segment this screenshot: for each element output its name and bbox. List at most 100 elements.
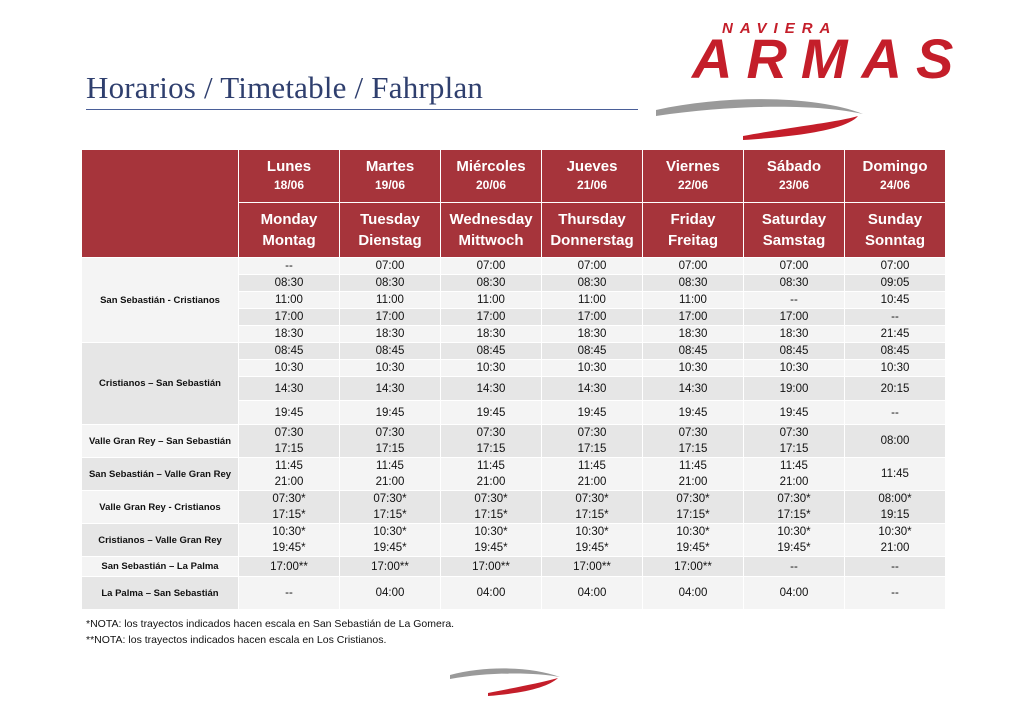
title-divider (86, 109, 638, 110)
header-day-translation: Monday Montag (238, 202, 340, 258)
departure-time-cell: 08:00 (844, 424, 946, 458)
header-day: Sábado 23/06 (743, 149, 845, 203)
departure-time-cell: -- (743, 291, 845, 309)
departure-time-cell: 10:30 (844, 359, 946, 377)
departure-time-cell: 08:45 (844, 342, 946, 360)
departure-time-cell: 08:45 (743, 342, 845, 360)
table-row: 18:30 18:30 18:30 18:30 18:30 18:30 21:45 (82, 325, 946, 343)
departure-time-cell: 10:30* 19:45* (743, 523, 845, 557)
route-label: San Sebastián – La Palma (81, 556, 239, 577)
departure-time-cell: 07:30 17:15 (440, 424, 542, 458)
departure-time-cell: 17:00 (743, 308, 845, 326)
route-label: San Sebastián – Valle Gran Rey (81, 457, 239, 491)
departure-time-cell: 10:30 (339, 359, 441, 377)
table-row: Valle Gran Rey – San Sebastián 07:30 17:1… (81, 424, 946, 458)
departure-time-cell: 11:00 (642, 291, 744, 309)
table-row: San Sebastián - Cristianos -- 07:00 07:00 07… (81, 257, 946, 343)
table-row: La Palma – San Sebastián -- 04:00 04:00 04:0… (81, 576, 946, 610)
departure-time-cell: 17:00** (642, 556, 744, 577)
header-day-translation: Sunday Sonntag (844, 202, 946, 258)
table-row: 19:45 19:45 19:45 19:45 19:45 19:45 -- (82, 400, 946, 425)
departure-time-cell: 07:30* 17:15* (743, 490, 845, 524)
departure-time-cell: 07:00 (440, 257, 542, 275)
departure-time-cell: 10:30* 19:45* (238, 523, 340, 557)
route-label: San Sebastián - Cristianos (81, 257, 239, 343)
page-title: Horarios / Timetable / Fahrplan (86, 70, 484, 105)
departure-time-cell: 10:30* 21:00 (844, 523, 946, 557)
departure-time-cell: 07:30* 17:15* (642, 490, 744, 524)
timetable: Lunes 18/06 Martes 19/06 Miércoles 20/06 Ju… (81, 149, 946, 610)
departure-time-cell: 17:00 (339, 308, 441, 326)
departure-time-cell: 14:30 (238, 376, 340, 401)
departure-time-cell: 08:45 (238, 342, 340, 360)
header-day-translation: Tuesday Dienstag (339, 202, 441, 258)
departure-time-cell: 10:30 (743, 359, 845, 377)
departure-time-cell: 07:30 17:15 (238, 424, 340, 458)
departure-time-cell: 04:00 (541, 576, 643, 610)
departure-time-cell: 19:45 (541, 400, 643, 425)
departure-time-cell: 18:30 (743, 325, 845, 343)
departure-time-cell: -- (844, 576, 946, 610)
logo-naviera-text: NAVIERA (722, 20, 838, 37)
departure-time-cell: 07:30* 17:15* (339, 490, 441, 524)
departure-time-cell: 04:00 (339, 576, 441, 610)
departure-time-cell: 07:30 17:15 (642, 424, 744, 458)
footnote-double-asterisk: **NOTA: los trayectos indicados hacen es… (86, 634, 387, 646)
header-day: Martes 19/06 (339, 149, 441, 203)
departure-time-cell: 07:30* 17:15* (440, 490, 542, 524)
departure-time-cell: 19:45 (440, 400, 542, 425)
departure-time-cell: 08:30 (743, 274, 845, 292)
header-day: Jueves 21/06 (541, 149, 643, 203)
departure-time-cell: 08:30 (642, 274, 744, 292)
departure-time-cell: 17:00 (238, 308, 340, 326)
departure-time-cell: 20:15 (844, 376, 946, 401)
departure-time-cell: 11:45 21:00 (238, 457, 340, 491)
header-corner (81, 149, 239, 258)
header-row-spanish: Lunes 18/06 Martes 19/06 Miércoles 20/06 Ju… (81, 149, 946, 258)
departure-time-cell: -- (844, 556, 946, 577)
departure-time-cell: 18:30 (541, 325, 643, 343)
departure-time-cell: 17:00 (440, 308, 542, 326)
departure-time-cell: 07:30 17:15 (339, 424, 441, 458)
footnote-single-asterisk: *NOTA: los trayectos indicados hacen esc… (86, 618, 455, 630)
departure-time-cell: 18:30 (339, 325, 441, 343)
departure-time-cell: 10:30 (642, 359, 744, 377)
departure-time-cell: 08:45 (541, 342, 643, 360)
departure-time-cell: 07:00 (541, 257, 643, 275)
departure-time-cell: 10:45 (844, 291, 946, 309)
header-day-translation: Saturday Samstag (743, 202, 845, 258)
departure-time-cell: 14:30 (339, 376, 441, 401)
departure-time-cell: 07:00 (642, 257, 744, 275)
table-row: Cristianos – San Sebastián 08:45 08:45 08:4… (81, 342, 946, 425)
table-row: 08:30 08:30 08:30 08:30 08:30 08:30 09:05 (82, 274, 946, 292)
departure-time-cell: 21:45 (844, 325, 946, 343)
header-row-translations: Monday Montag Tuesday Dienstag Wednesday Mi… (82, 202, 946, 258)
departure-time-cell: -- (743, 556, 845, 577)
table-row: Cristianos – Valle Gran Rey 10:30* 19:45*… (81, 523, 946, 557)
departure-time-cell: 08:30 (238, 274, 340, 292)
departure-time-cell: 04:00 (440, 576, 542, 610)
departure-time-cell: 08:45 (339, 342, 441, 360)
header-day: Miércoles 20/06 (440, 149, 542, 203)
departure-time-cell: 11:45 (844, 457, 946, 491)
departure-time-cell: -- (238, 257, 340, 275)
departure-time-cell: 11:00 (238, 291, 340, 309)
departure-time-cell: 11:45 21:00 (743, 457, 845, 491)
departure-time-cell: 10:30 (238, 359, 340, 377)
table-row: 14:30 14:30 14:30 14:30 14:30 19:00 20:15 (82, 376, 946, 401)
departure-time-cell: 17:00** (440, 556, 542, 577)
departure-time-cell: 11:00 (541, 291, 643, 309)
departure-time-cell: 17:00** (238, 556, 340, 577)
departure-time-cell: 17:00 (541, 308, 643, 326)
departure-time-cell: 19:45 (743, 400, 845, 425)
departure-time-cell: 18:30 (642, 325, 744, 343)
departure-time-cell: 14:30 (541, 376, 643, 401)
departure-time-cell: -- (844, 308, 946, 326)
table-row: San Sebastián – La Palma 17:00** 17:00** 17… (81, 556, 946, 577)
departure-time-cell: 19:00 (743, 376, 845, 401)
table-row: San Sebastián – Valle Gran Rey 11:45 21:0… (81, 457, 946, 491)
route-label: Valle Gran Rey – San Sebastián (81, 424, 239, 458)
departure-time-cell: 19:45 (339, 400, 441, 425)
departure-time-cell: 19:45 (642, 400, 744, 425)
departure-time-cell: 07:30 17:15 (743, 424, 845, 458)
